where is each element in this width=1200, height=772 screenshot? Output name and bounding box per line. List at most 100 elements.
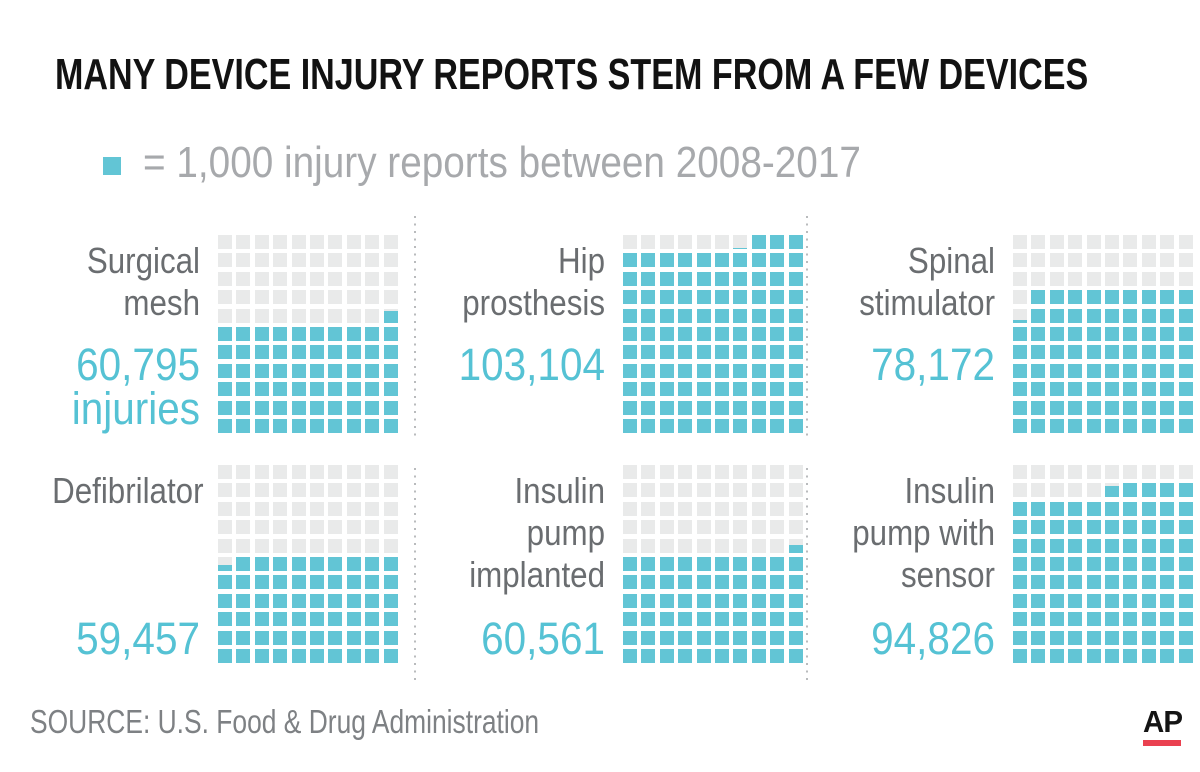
waffle-cell-filled: [291, 630, 306, 645]
waffle-cell-filled: [1013, 520, 1027, 535]
waffle-cell-filled: [659, 290, 674, 305]
waffle-cell-filled: [1160, 556, 1175, 571]
waffle-cell-filled: [751, 575, 766, 590]
waffle-cell-filled: [733, 290, 748, 305]
waffle-cell-filled: [1049, 630, 1064, 645]
waffle-cell-filled: [641, 612, 656, 627]
waffle-cell-filled: [291, 556, 306, 571]
waffle-cell-filled: [328, 593, 343, 608]
waffle-cell-filled: [346, 400, 361, 415]
device-value-number: 94,826: [871, 613, 995, 664]
waffle-grid: [218, 465, 398, 663]
waffle-cell-filled: [365, 382, 380, 397]
waffle-cell-empty: [696, 235, 711, 249]
waffle-cell-filled: [1049, 612, 1064, 627]
waffle-cell-partial-fill: [788, 544, 803, 553]
waffle-cell-filled: [659, 418, 674, 433]
waffle-cell-filled: [254, 593, 269, 608]
waffle-cell-empty: [273, 235, 288, 249]
waffle-cell-filled: [1031, 363, 1046, 378]
waffle-cell-empty: [1160, 271, 1175, 286]
waffle-cell-empty: [236, 271, 251, 286]
waffle-cell-empty: [659, 538, 674, 553]
device-value: 60,795 injuries: [0, 342, 200, 431]
waffle-cell-filled: [1178, 400, 1193, 415]
waffle-cell-empty: [383, 520, 398, 535]
waffle-cell-filled: [1086, 612, 1101, 627]
waffle-cell-empty: [751, 520, 766, 535]
waffle-cell-filled: [1031, 382, 1046, 397]
waffle-cell-empty: [236, 465, 251, 479]
device-value: 59,457: [0, 616, 200, 661]
waffle-cell-empty: [309, 483, 324, 498]
waffle-cell-filled: [1141, 501, 1156, 516]
waffle-cell-filled: [696, 575, 711, 590]
waffle-cell-empty: [1160, 253, 1175, 268]
waffle-cell-filled: [678, 345, 693, 360]
waffle-cell-filled: [1086, 501, 1101, 516]
waffle-cell-filled: [678, 326, 693, 341]
waffle-cell-empty: [383, 483, 398, 498]
waffle-cell-filled: [770, 556, 785, 571]
waffle-cell-filled: [383, 593, 398, 608]
waffle-cell-empty: [770, 520, 785, 535]
waffle-cell-filled: [714, 253, 729, 268]
waffle-cell-filled: [751, 593, 766, 608]
waffle-cell-filled: [273, 418, 288, 433]
waffle-cell-filled: [623, 326, 637, 341]
waffle-cell-empty: [365, 271, 380, 286]
waffle-cell-filled: [1031, 556, 1046, 571]
waffle-cell-empty: [714, 501, 729, 516]
waffle-cell-filled: [365, 363, 380, 378]
waffle-cell-filled: [1086, 290, 1101, 305]
waffle-cell-filled: [751, 345, 766, 360]
waffle-cell-filled: [751, 382, 766, 397]
waffle-cell-filled: [714, 400, 729, 415]
waffle-cell-filled: [1086, 345, 1101, 360]
waffle-cell-filled: [1031, 326, 1046, 341]
waffle-cell-filled: [1104, 345, 1119, 360]
waffle-cell-filled: [714, 593, 729, 608]
waffle-cell-empty: [254, 235, 269, 249]
waffle-cell-filled: [1049, 345, 1064, 360]
waffle-cell-empty: [770, 538, 785, 553]
device-name-line: pump: [526, 512, 605, 553]
waffle-cell-filled: [1104, 400, 1119, 415]
waffle-cell-filled: [1049, 363, 1064, 378]
waffle-cell-filled: [346, 556, 361, 571]
waffle-cell-filled: [365, 418, 380, 433]
waffle-cell-filled: [751, 630, 766, 645]
waffle-cell-filled: [1160, 400, 1175, 415]
waffle-cell-filled: [751, 253, 766, 268]
waffle-cell-empty: [328, 501, 343, 516]
waffle-cell-empty: [714, 538, 729, 553]
waffle-cell-filled: [751, 612, 766, 627]
waffle-cell-filled: [1178, 345, 1193, 360]
waffle-cell-filled: [1049, 538, 1064, 553]
waffle-cell-filled: [1049, 308, 1064, 323]
waffle-cell-filled: [641, 593, 656, 608]
waffle-cell-filled: [1068, 326, 1083, 341]
waffle-cell-filled: [733, 593, 748, 608]
waffle-cell-empty: [291, 290, 306, 305]
device-value: 78,172: [725, 339, 995, 390]
waffle-cell-filled: [788, 382, 803, 397]
waffle-cell-filled: [623, 308, 637, 323]
waffle-cell-empty: [751, 538, 766, 553]
device-value-number: 78,172: [871, 339, 995, 390]
waffle-cell-empty: [678, 501, 693, 516]
waffle-cell-filled: [328, 363, 343, 378]
waffle-cell-empty: [733, 483, 748, 498]
waffle-cell-filled: [623, 575, 637, 590]
waffle-cell-filled: [1031, 400, 1046, 415]
waffle-cell-filled: [1049, 556, 1064, 571]
waffle-cell-empty: [254, 483, 269, 498]
waffle-cell-filled: [623, 593, 637, 608]
waffle-cell-filled: [273, 400, 288, 415]
waffle-cell-filled: [383, 363, 398, 378]
waffle-cell-empty: [1068, 271, 1083, 286]
waffle-cell-filled: [659, 575, 674, 590]
waffle-cell-filled: [328, 326, 343, 341]
waffle-cell-empty: [273, 465, 288, 479]
waffle-cell-filled: [1104, 575, 1119, 590]
